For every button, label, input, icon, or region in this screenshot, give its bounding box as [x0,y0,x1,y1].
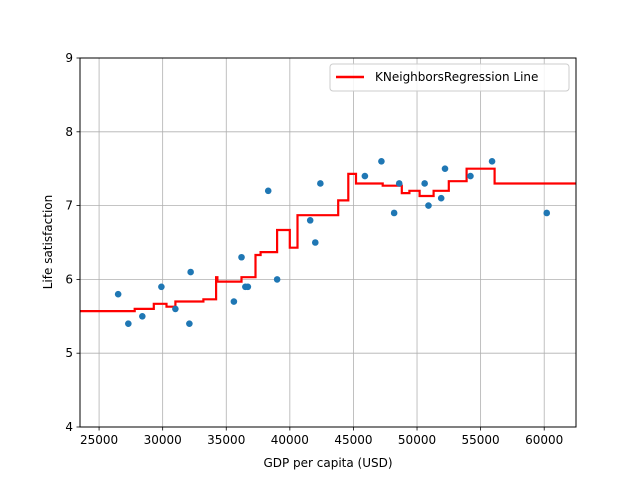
data-point [378,158,385,165]
data-point [390,209,398,217]
x-tick-label: 30000 [144,433,182,447]
x-tick-label: 40000 [271,433,309,447]
data-point [238,253,245,261]
legend-box [329,63,570,92]
data-point [158,283,165,291]
data-point [172,305,179,313]
plot-frame [79,57,577,428]
data-point [441,165,449,172]
y-tick-label: 4 [65,420,73,434]
y-axis-label: Life satisfaction [41,195,55,290]
knn-regression-line [80,167,576,313]
legend: KNeighborsRegression Line [329,63,570,92]
y-tick-label: 7 [65,199,73,213]
legend-label: KNeighborsRegression Line [375,70,538,84]
y-tick-label: 9 [65,51,73,65]
data-point [543,209,551,217]
data-point [421,180,428,187]
data-point [437,194,445,202]
data-point [244,283,252,291]
data-point [139,313,146,320]
data-point [361,172,369,180]
data-point [230,298,238,305]
x-axis-label: GDP per capita (USD) [263,456,392,470]
y-tick-label: 6 [65,272,73,286]
regression-line-layer [80,167,576,313]
data-point [317,180,324,187]
data-point [186,320,193,327]
y-tick-label: 5 [65,346,73,360]
data-point [311,239,319,246]
plot-area [80,58,576,427]
y-tick-label: 8 [65,125,73,139]
data-point [125,320,132,327]
x-tick-label: 25000 [80,433,118,447]
data-point [467,172,474,180]
x-tick-label: 55000 [462,433,500,447]
data-point [273,276,281,283]
x-tick-label: 60000 [525,433,563,447]
data-point [114,290,122,298]
data-point [187,268,194,276]
x-tick-label: 50000 [398,433,436,447]
axis-ticks: 25000 30000 35000 40000 45000 50000 55000 60000… [65,51,563,447]
data-point [395,180,403,187]
data-point [264,187,272,195]
x-tick-label: 45000 [334,433,372,447]
data-point [425,202,432,209]
data-point [488,158,496,165]
scatter-points [114,158,551,327]
x-tick-label: 35000 [207,433,245,447]
data-point [306,217,314,224]
